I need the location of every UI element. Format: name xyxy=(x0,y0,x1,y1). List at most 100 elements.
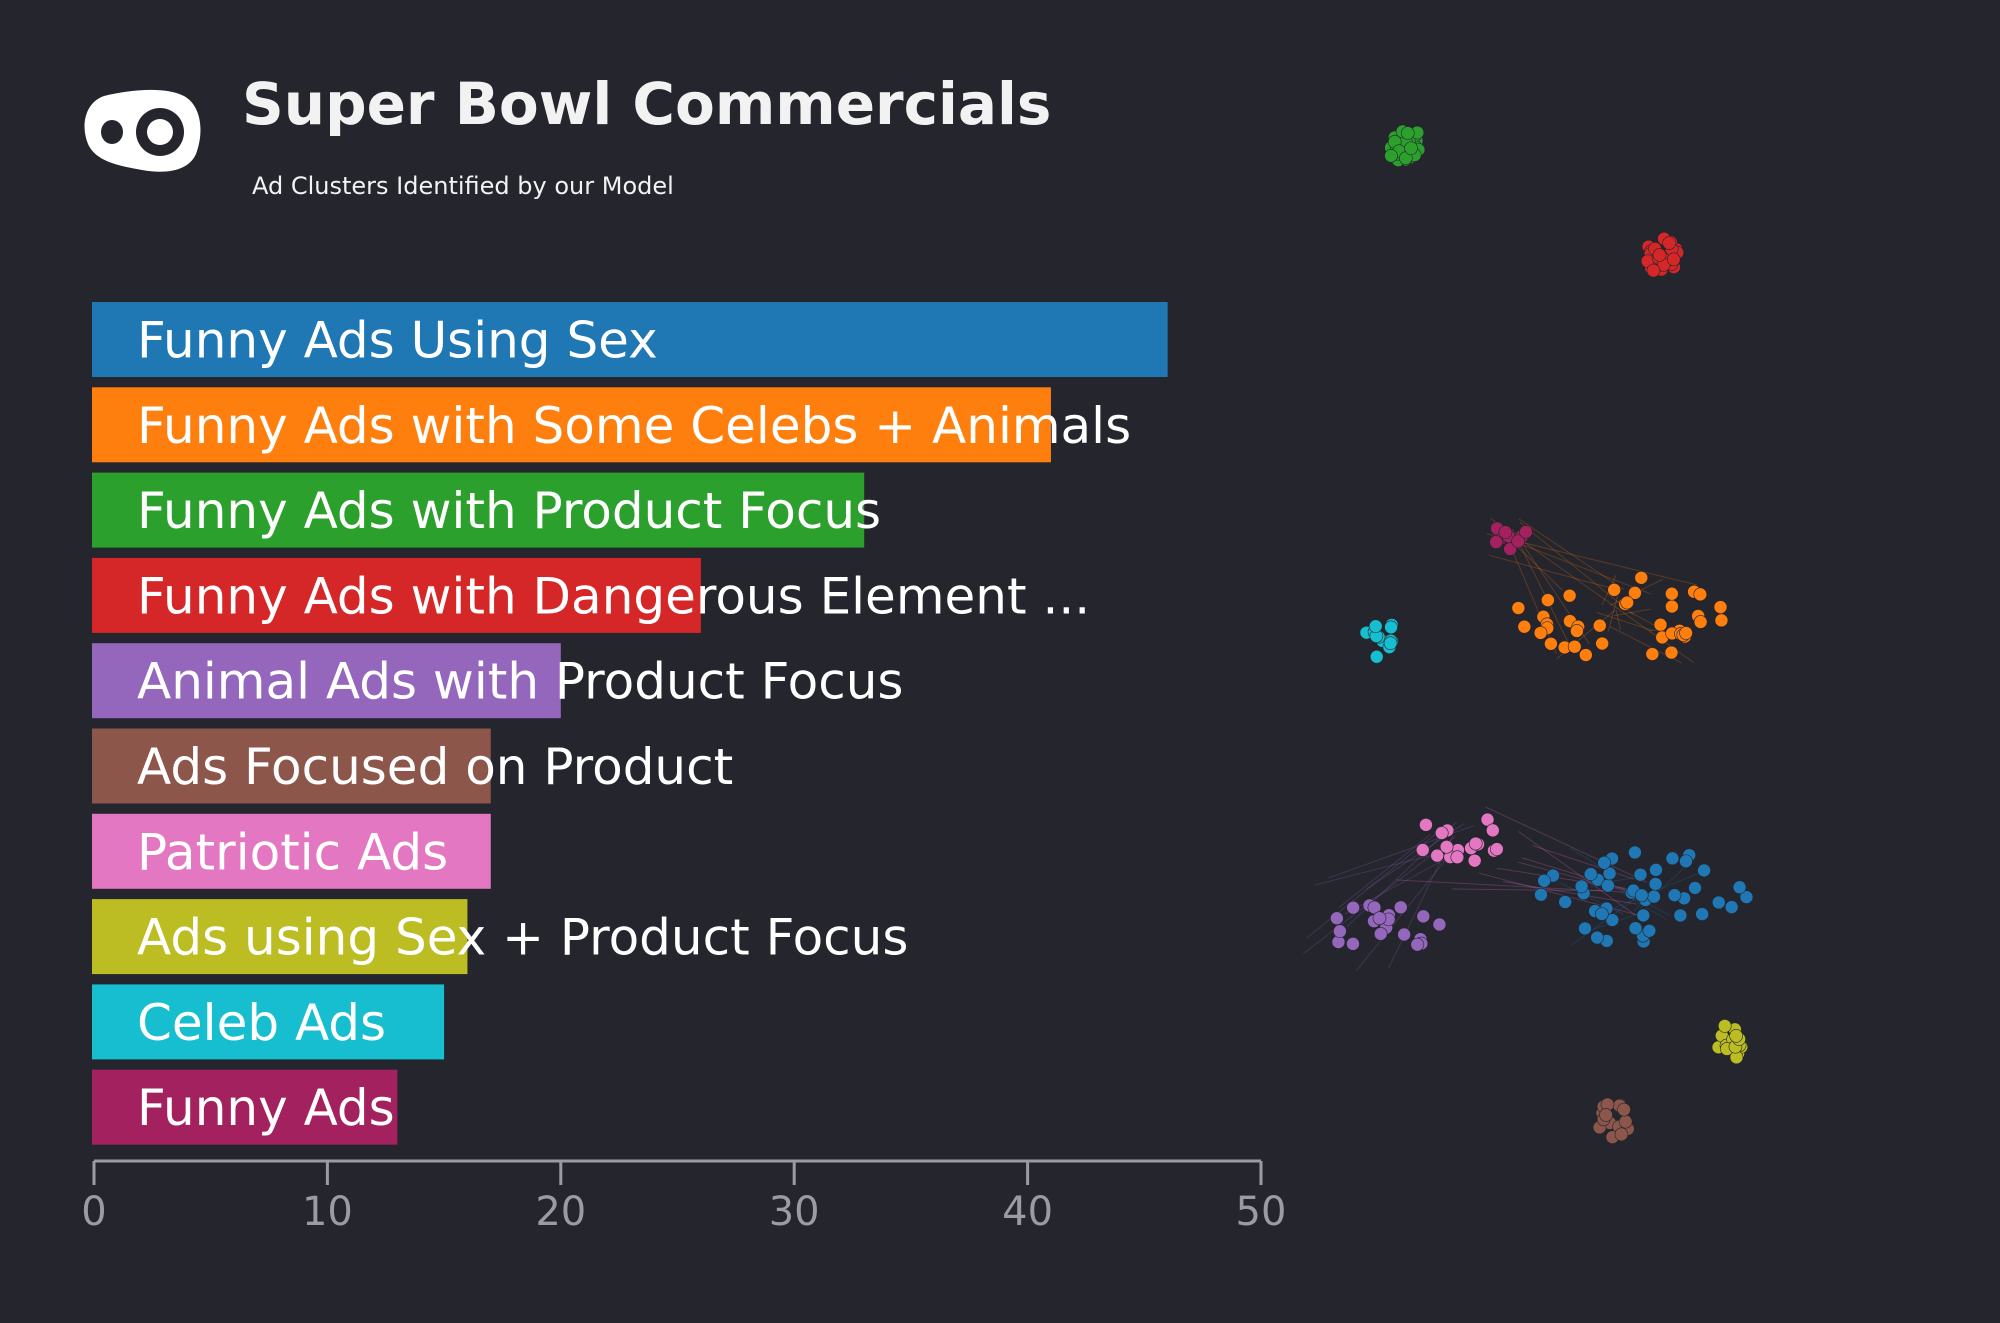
cluster-link xyxy=(1502,880,1638,905)
scatter-point xyxy=(1410,937,1425,952)
scatter-point xyxy=(1489,535,1503,549)
bar-label: Patriotic Ads xyxy=(137,823,448,881)
scatter-point xyxy=(1599,1108,1613,1122)
scatter-point xyxy=(1583,867,1598,881)
cluster-link xyxy=(1489,554,1616,590)
cluster-link xyxy=(1511,528,1570,644)
scatter-point xyxy=(1490,842,1504,856)
bar-group: Funny Ads xyxy=(92,1069,398,1145)
cluster-link xyxy=(1519,521,1634,616)
tick-label: 40 xyxy=(1002,1189,1053,1235)
cluster xyxy=(1415,812,1504,868)
bar xyxy=(92,813,491,889)
scatter-point xyxy=(1618,1114,1633,1129)
scatter-point xyxy=(1634,888,1649,903)
scatter-point xyxy=(1369,649,1384,664)
scatter-point xyxy=(1664,645,1679,660)
cluster xyxy=(1640,231,1685,278)
scatter-point xyxy=(1415,843,1430,857)
chart-subtitle: Ad Clusters Identified by our Model xyxy=(252,172,674,200)
bar-label: Animal Ads with Product Focus xyxy=(137,653,903,711)
scatter-point xyxy=(1713,600,1728,614)
scatter-point xyxy=(1590,930,1604,945)
bar xyxy=(92,899,468,975)
cluster xyxy=(1592,1097,1635,1144)
bar-group: Funny Ads Using Sex xyxy=(92,302,1168,377)
bar-label: Ads Focused on Product xyxy=(137,738,733,796)
scatter-point xyxy=(1579,648,1593,662)
tick-label: 50 xyxy=(1236,1189,1287,1235)
bar-group: Funny Ads with Product Focus xyxy=(92,472,881,548)
scatter-point xyxy=(1597,855,1611,870)
scatter-point xyxy=(1620,595,1634,610)
scatter-point xyxy=(1574,879,1589,894)
scatter-point xyxy=(1416,909,1431,924)
cluster-scatter xyxy=(1303,124,1754,1144)
scatter-point xyxy=(1467,853,1482,868)
scatter-point xyxy=(1717,1019,1732,1033)
cluster-link xyxy=(1396,879,1639,894)
bar-label: Funny Ads with Product Focus xyxy=(137,482,881,540)
scatter-point xyxy=(1384,148,1398,163)
scatter-point xyxy=(1430,848,1444,863)
bar-group: Ads Focused on Product xyxy=(92,728,733,804)
scatter-point xyxy=(1346,900,1360,915)
bar-group: Patriotic Ads xyxy=(92,813,491,889)
tick-label: 20 xyxy=(535,1189,586,1235)
scatter-point xyxy=(1534,887,1548,902)
scatter-point xyxy=(1729,1029,1743,1043)
scatter-point xyxy=(1533,626,1548,640)
cluster xyxy=(1359,618,1399,664)
scatter-point xyxy=(1653,617,1668,632)
bar-group: Ads using Sex + Product Focus xyxy=(92,899,908,975)
scatter-point xyxy=(1666,252,1681,267)
bar xyxy=(92,302,1168,377)
scatter-point xyxy=(1511,601,1526,615)
scatter-point xyxy=(1400,126,1415,140)
scatter-point xyxy=(1537,873,1551,888)
scatter-point xyxy=(1633,867,1648,882)
scatter-point xyxy=(1628,845,1642,860)
cluster-link xyxy=(1614,608,1652,617)
scatter-point xyxy=(1485,823,1500,838)
scatter-point xyxy=(1541,593,1555,607)
scatter-point xyxy=(1439,839,1454,854)
scatter-point xyxy=(1673,908,1688,923)
x-axis: 0 10 20 30 40 50 xyxy=(81,1159,1287,1235)
cluster-link xyxy=(1315,854,1432,886)
scatter-point xyxy=(1634,570,1649,585)
bar-group: Funny Ads with Dangerous Element ... xyxy=(92,557,1090,633)
bar-chart: Funny Ads Using Sex Funny Ads with Some C… xyxy=(92,302,1168,1145)
bar xyxy=(92,472,865,548)
scatter-point xyxy=(1665,586,1679,601)
scatter-point xyxy=(1346,937,1360,951)
scatter-point xyxy=(1711,895,1726,910)
scatter-point xyxy=(1498,525,1513,539)
scatter-point xyxy=(1662,236,1676,250)
scatter-point xyxy=(1397,927,1411,942)
scatter-point xyxy=(1645,647,1660,661)
cluster-link xyxy=(1532,845,1634,880)
bar xyxy=(92,984,445,1060)
bar-group: Funny Ads with Some Celebs + Animals xyxy=(92,387,1131,463)
scatter-point xyxy=(1732,880,1747,895)
scatter-point xyxy=(1688,881,1702,895)
cluster-link xyxy=(1517,861,1638,895)
scatter-point xyxy=(1333,924,1347,939)
bar xyxy=(92,387,1051,463)
cluster xyxy=(1489,521,1533,556)
scatter-point xyxy=(1383,636,1398,650)
scatter-point xyxy=(1695,907,1709,921)
tick-label: 0 xyxy=(81,1189,106,1235)
bar-label: Celeb Ads xyxy=(137,994,386,1052)
scatter-point xyxy=(1648,877,1663,891)
scatter-point xyxy=(1724,900,1739,914)
scatter-point xyxy=(1647,889,1661,904)
scatter-point xyxy=(1665,599,1679,614)
bar xyxy=(92,728,491,804)
scatter-point xyxy=(1434,826,1449,840)
scatter-point xyxy=(1570,624,1584,638)
scatter-point xyxy=(1679,854,1693,869)
scatter-point xyxy=(1578,921,1592,936)
scatter-point xyxy=(1714,613,1729,628)
